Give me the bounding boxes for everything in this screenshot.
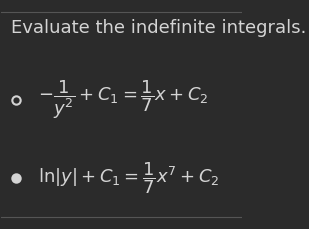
Text: $\ln|y| + C_1 = \dfrac{1}{7}x^7 + C_2$: $\ln|y| + C_1 = \dfrac{1}{7}x^7 + C_2$ xyxy=(37,160,219,196)
Text: Evaluate the indefinite integrals.: Evaluate the indefinite integrals. xyxy=(11,19,307,38)
Text: $-\dfrac{1}{y^2} + C_1 = \dfrac{1}{7}x + C_2$: $-\dfrac{1}{y^2} + C_1 = \dfrac{1}{7}x +… xyxy=(37,78,208,121)
